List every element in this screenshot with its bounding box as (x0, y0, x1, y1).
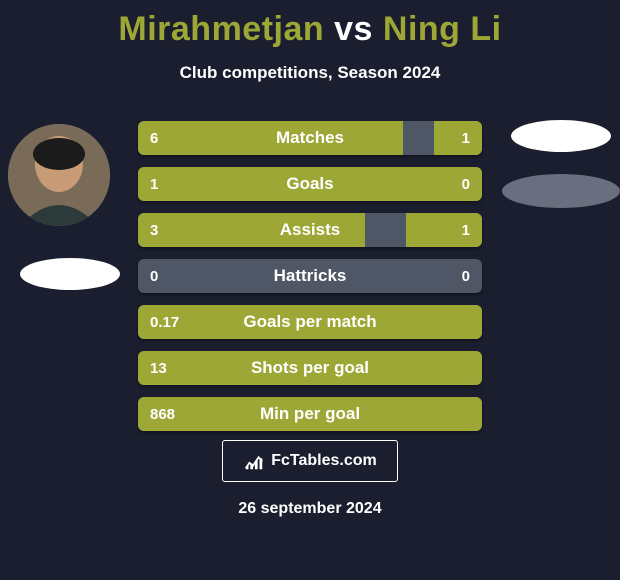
footer-logo: FcTables.com (222, 440, 398, 482)
stat-label: Assists (138, 213, 482, 247)
vs-label: vs (334, 10, 373, 48)
stat-label: Shots per goal (138, 351, 482, 385)
stat-row: 13Shots per goal (138, 351, 482, 385)
player2-name: Ning Li (383, 10, 502, 48)
stat-row: 0.17Goals per match (138, 305, 482, 339)
stat-label: Goals (138, 167, 482, 201)
subtitle: Club competitions, Season 2024 (0, 63, 620, 83)
player2-team-logo (502, 174, 620, 208)
stat-label: Min per goal (138, 397, 482, 431)
stats-bars: 61Matches 10Goals 31Assists 00Hattricks 0.17… (138, 121, 482, 443)
page-title: Mirahmetjan vs Ning Li (0, 0, 620, 49)
player2-avatar-placeholder (511, 120, 611, 152)
root: Mirahmetjan vs Ning Li Club competitions… (0, 0, 620, 580)
footer-logo-text: FcTables.com (271, 452, 377, 470)
footer-date: 26 september 2024 (0, 500, 620, 518)
stat-row: 00Hattricks (138, 259, 482, 293)
avatar-placeholder-icon (8, 124, 110, 226)
stat-row: 61Matches (138, 121, 482, 155)
player1-name: Mirahmetjan (118, 10, 324, 48)
stat-row: 868Min per goal (138, 397, 482, 431)
chart-icon (243, 450, 265, 472)
stat-label: Goals per match (138, 305, 482, 339)
stat-label: Hattricks (138, 259, 482, 293)
player1-avatar (8, 124, 110, 226)
stat-row: 31Assists (138, 213, 482, 247)
stat-row: 10Goals (138, 167, 482, 201)
stat-label: Matches (138, 121, 482, 155)
player1-team-logo (20, 258, 120, 290)
